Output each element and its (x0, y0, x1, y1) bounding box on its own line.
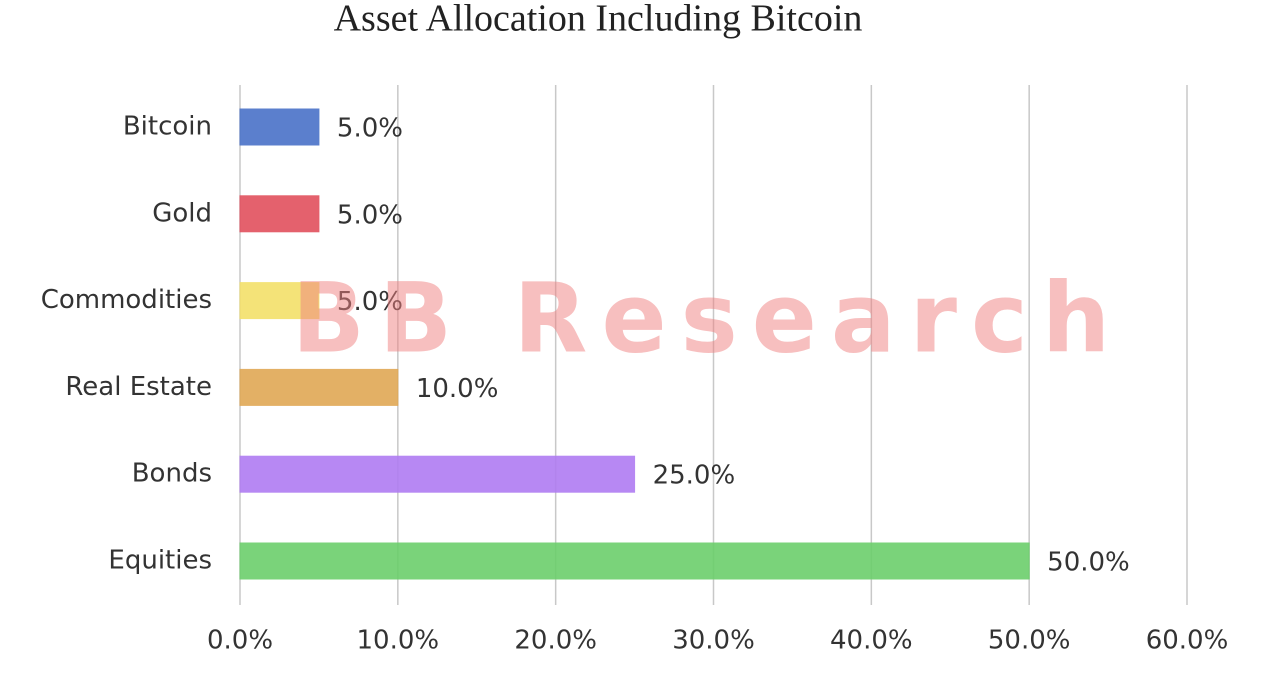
y-tick-label: Real Estate (65, 372, 212, 402)
x-tick-label: 30.0% (672, 626, 755, 656)
x-tick-label: 50.0% (988, 626, 1071, 656)
x-tick-label: 20.0% (514, 626, 597, 656)
chart-title: Asset Allocation Including Bitcoin (334, 0, 863, 40)
y-tick-label: Equities (108, 546, 212, 576)
y-tick-label: Bonds (132, 459, 212, 489)
x-tick-label: 40.0% (830, 626, 913, 656)
y-tick-label: Gold (152, 198, 212, 228)
y-tick-label: Bitcoin (123, 112, 212, 142)
data-label: 10.0% (416, 374, 499, 404)
watermark: BB Research (292, 262, 1124, 374)
bar (239, 195, 320, 233)
data-label: 5.0% (337, 200, 403, 230)
x-tick-label: 60.0% (1146, 626, 1229, 656)
bar (239, 455, 636, 493)
x-tick-label: 0.0% (207, 626, 273, 656)
bar (239, 282, 320, 320)
bar (239, 108, 320, 146)
data-label: 5.0% (337, 114, 403, 144)
y-tick-label: Commodities (41, 285, 212, 315)
data-label: 50.0% (1047, 548, 1130, 578)
bar (239, 542, 1030, 580)
data-label: 25.0% (653, 461, 736, 491)
x-tick-label: 10.0% (357, 626, 440, 656)
bar (239, 368, 399, 406)
data-label: 5.0% (337, 287, 403, 317)
